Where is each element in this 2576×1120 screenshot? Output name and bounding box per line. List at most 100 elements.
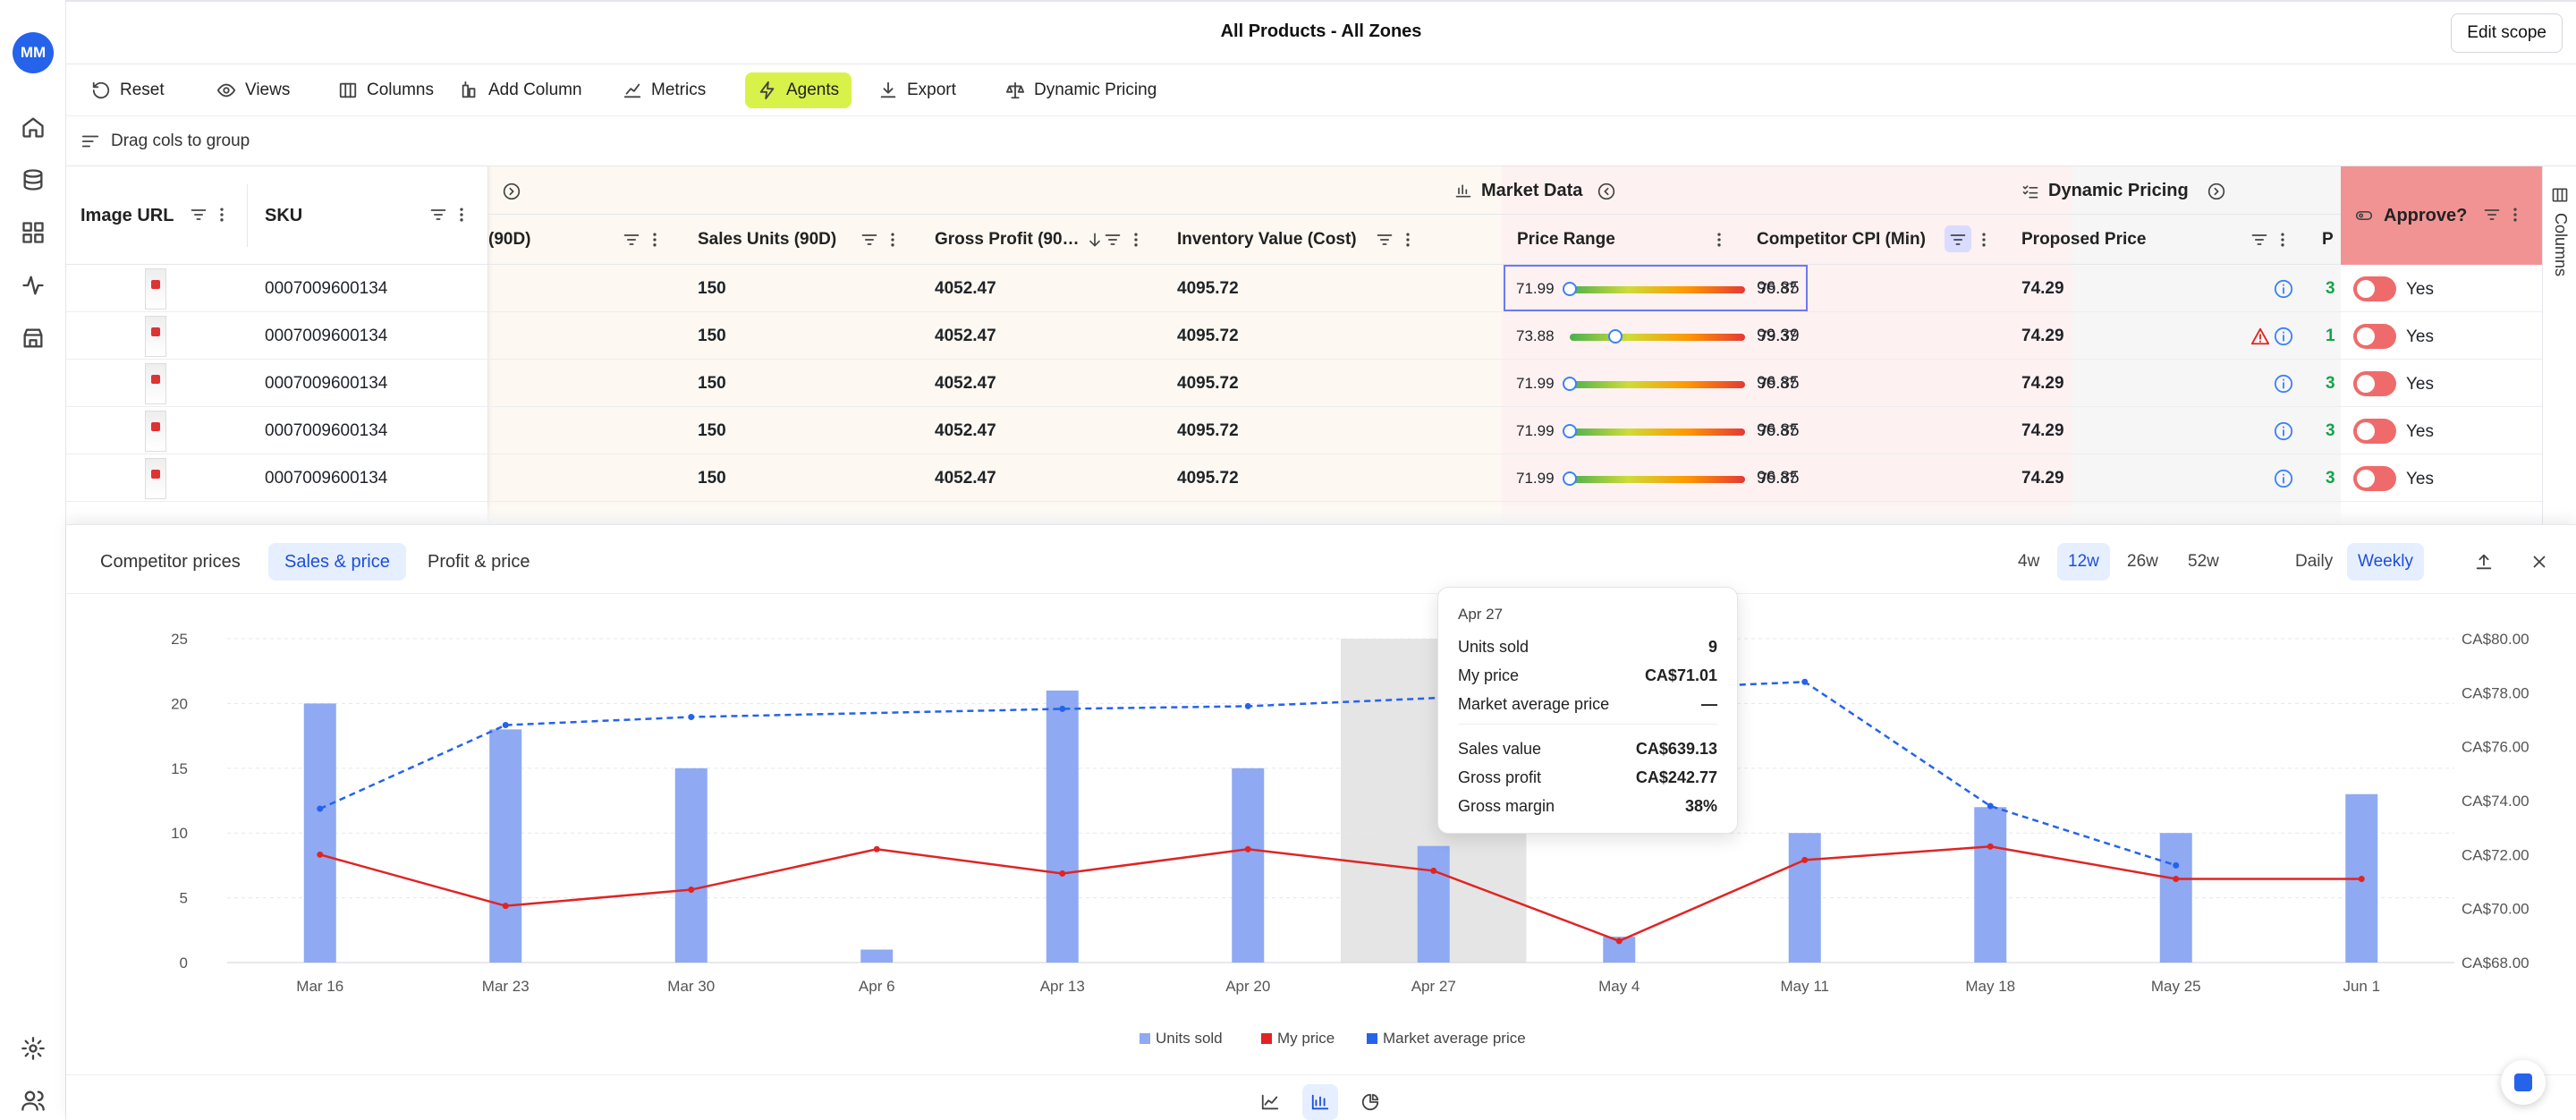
- dynamic-pricing-button[interactable]: Dynamic Pricing: [993, 72, 1169, 108]
- range-4w[interactable]: 4w: [2018, 552, 2040, 571]
- table-row[interactable]: 0007009600134 150 4052.47 4095.72 73.88 …: [66, 312, 2576, 360]
- users-icon[interactable]: [21, 1088, 46, 1113]
- granularity-weekly[interactable]: Weekly: [2347, 543, 2424, 581]
- filter-icon[interactable]: [2250, 231, 2268, 249]
- header-inventory-value[interactable]: Inventory Value (Cost): [1177, 215, 1357, 265]
- tab-sales-price[interactable]: Sales & price: [268, 543, 406, 581]
- edit-scope-button[interactable]: Edit scope: [2451, 13, 2563, 53]
- price-range-cell[interactable]: 73.88 79.37: [1504, 312, 1808, 360]
- header-proposed-price[interactable]: Proposed Price: [2021, 215, 2147, 265]
- range-knob[interactable]: [1608, 329, 1623, 344]
- warning-icon[interactable]: [2250, 327, 2270, 346]
- info-icon[interactable]: [2274, 469, 2293, 488]
- table-row[interactable]: 0007009600134 150 4052.47 4095.72 71.99 …: [66, 360, 2576, 407]
- header-p-truncated[interactable]: P: [2322, 215, 2334, 265]
- range-knob[interactable]: [1563, 471, 1577, 486]
- info-icon[interactable]: [2274, 279, 2293, 299]
- header-competitor-cpi[interactable]: Competitor CPI (Min): [1757, 215, 1926, 265]
- header-90d[interactable]: (90D): [488, 215, 531, 265]
- header-sales-units[interactable]: Sales Units (90D): [698, 215, 837, 265]
- filter-icon[interactable]: [190, 206, 208, 224]
- close-icon[interactable]: [2529, 552, 2549, 572]
- header-price-range[interactable]: Price Range: [1517, 215, 1615, 265]
- sort-desc-icon[interactable]: [1086, 231, 1104, 249]
- approve-header[interactable]: [2341, 166, 2542, 265]
- more-icon[interactable]: [2506, 206, 2524, 224]
- filter-icon[interactable]: [2483, 206, 2501, 224]
- legend-swatch: [1367, 1033, 1377, 1044]
- export-chart-icon[interactable]: [2474, 552, 2494, 572]
- approve-toggle[interactable]: [2353, 276, 2396, 301]
- info-icon[interactable]: [2274, 374, 2293, 394]
- tab-profit-price[interactable]: Profit & price: [428, 551, 530, 572]
- table-row[interactable]: 0007009600134 150 4052.47 4095.72 71.99 …: [66, 407, 2576, 454]
- filter-icon[interactable]: [860, 231, 878, 249]
- avatar[interactable]: MM: [13, 32, 54, 73]
- active-filter-indicator[interactable]: [1945, 225, 1971, 252]
- activity-icon[interactable]: [21, 273, 46, 298]
- info-icon[interactable]: [2274, 421, 2293, 441]
- range-knob[interactable]: [1563, 424, 1577, 438]
- header-gross-profit[interactable]: Gross Profit (90…: [935, 215, 1080, 265]
- granularity-daily[interactable]: Daily: [2295, 552, 2334, 571]
- price-range-cell[interactable]: 71.99 79.37: [1504, 360, 1808, 407]
- agents-button[interactable]: Agents: [745, 72, 852, 108]
- approve-toggle[interactable]: [2353, 419, 2396, 444]
- pie-chart-button[interactable]: [1352, 1084, 1388, 1120]
- approve-toggle[interactable]: [2353, 371, 2396, 396]
- more-icon[interactable]: [2274, 231, 2292, 249]
- filter-icon[interactable]: [1949, 231, 1967, 249]
- database-icon[interactable]: [21, 167, 46, 192]
- home-icon[interactable]: [21, 115, 46, 140]
- bar-chart-button[interactable]: [1302, 1084, 1338, 1120]
- more-icon[interactable]: [1710, 231, 1728, 249]
- range-26w[interactable]: 26w: [2127, 552, 2158, 571]
- more-icon[interactable]: [1399, 231, 1417, 249]
- expand-group-icon[interactable]: [2207, 182, 2225, 200]
- range-52w[interactable]: 52w: [2188, 552, 2219, 571]
- range-12w[interactable]: 12w: [2057, 543, 2110, 581]
- approve-toggle[interactable]: [2353, 324, 2396, 349]
- more-icon[interactable]: [453, 206, 470, 224]
- y-right-tick-label: CA$72.00: [2462, 846, 2529, 863]
- expand-group-icon[interactable]: [503, 182, 521, 200]
- tooltip-value: CA$71.01: [1644, 666, 1717, 684]
- price-range-cell[interactable]: 71.99 79.37: [1504, 265, 1808, 311]
- x-tick-label: Jun 1: [2343, 978, 2380, 995]
- header-sku[interactable]: SKU: [265, 205, 303, 225]
- filter-icon[interactable]: [1104, 231, 1122, 249]
- views-button[interactable]: Views: [204, 72, 302, 108]
- info-icon[interactable]: [2274, 327, 2293, 346]
- filter-icon[interactable]: [623, 231, 640, 249]
- metrics-button[interactable]: Metrics: [610, 72, 718, 108]
- reset-button[interactable]: Reset: [79, 72, 177, 108]
- dashboard-icon[interactable]: [21, 220, 46, 245]
- filter-icon[interactable]: [1376, 231, 1394, 249]
- collapse-group-icon[interactable]: [1597, 182, 1615, 200]
- columns-side-tab[interactable]: Columns: [2542, 166, 2576, 524]
- more-icon[interactable]: [213, 206, 231, 224]
- approve-toggle[interactable]: [2353, 466, 2396, 491]
- tab-competitor-prices[interactable]: Competitor prices: [100, 551, 241, 572]
- table-row[interactable]: 0007009600134 150 4052.47 4095.72 71.99 …: [66, 454, 2576, 502]
- header-image-url[interactable]: Image URL: [80, 205, 174, 225]
- columns-button[interactable]: Columns: [326, 72, 446, 108]
- price-range-cell[interactable]: 71.99 79.37: [1504, 454, 1808, 502]
- range-knob[interactable]: [1563, 282, 1577, 296]
- settings-icon[interactable]: [21, 1036, 46, 1061]
- table-row[interactable]: 0007009600134 150 4052.47 4095.72 71.99 …: [66, 265, 2576, 312]
- more-icon[interactable]: [646, 231, 664, 249]
- row-group-bar[interactable]: Drag cols to group: [66, 116, 2576, 166]
- assistant-button[interactable]: [2501, 1060, 2546, 1105]
- filter-icon[interactable]: [429, 206, 447, 224]
- line-chart-button[interactable]: [1252, 1084, 1288, 1120]
- range-knob[interactable]: [1563, 377, 1577, 391]
- add-column-button[interactable]: Add Column: [447, 72, 595, 108]
- price-range-cell[interactable]: 71.99 79.37: [1504, 407, 1808, 454]
- store-icon[interactable]: [21, 326, 46, 351]
- more-icon[interactable]: [1975, 231, 1993, 249]
- tooltip-value: 9: [1707, 638, 1717, 656]
- export-button[interactable]: Export: [866, 72, 969, 108]
- more-icon[interactable]: [884, 231, 902, 249]
- more-icon[interactable]: [1127, 231, 1145, 249]
